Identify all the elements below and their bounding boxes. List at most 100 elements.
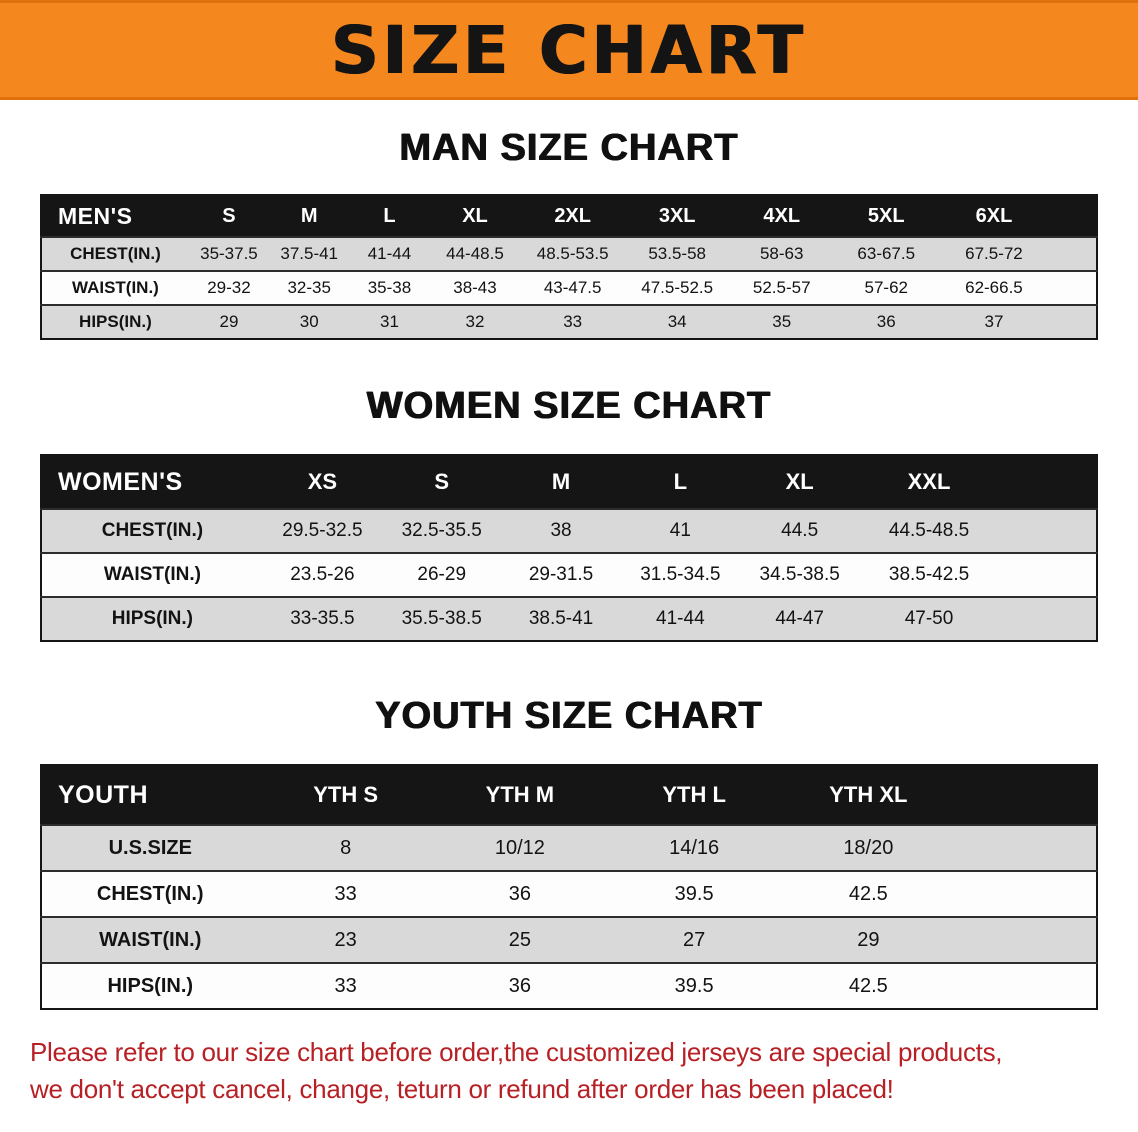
- measurement-value-cell: 44.5: [740, 508, 860, 553]
- spacer-cell: [955, 824, 1097, 871]
- size-header-cell: S: [188, 195, 270, 237]
- measurement-value-cell: 25: [432, 916, 607, 963]
- table-header-row: YOUTH YTH S YTH M YTH L YTH XL: [41, 765, 1097, 825]
- measurement-value-cell: 52.5-57: [729, 270, 834, 305]
- measurement-value-cell: 31: [349, 304, 430, 339]
- spacer-cell: [1049, 195, 1097, 237]
- spacer-cell: [1049, 304, 1097, 339]
- size-header-cell: L: [349, 195, 430, 237]
- measurement-value-cell: 33-35.5: [262, 596, 383, 641]
- measurement-row: HIPS(IN.) 33-35.5 35.5-38.5 38.5-41 41-44 44-…: [41, 596, 1097, 641]
- measurement-value-cell: 35-37.5: [188, 236, 270, 271]
- measurement-value-cell: 31.5-34.5: [620, 552, 741, 597]
- measurement-value-cell: 38.5-42.5: [859, 552, 999, 597]
- measurement-value-cell: 62-66.5: [938, 270, 1050, 305]
- measurement-value-cell: 35-38: [349, 270, 430, 305]
- measurement-value-cell: 32: [429, 304, 521, 339]
- size-header-cell: XL: [429, 195, 521, 237]
- size-header-cell: M: [269, 195, 350, 237]
- size-chart-banner: SIZE CHART: [0, 0, 1138, 100]
- size-header-cell: YTH XL: [781, 765, 956, 825]
- size-header-cell: S: [382, 455, 502, 509]
- women-size-chart-section: WOMEN SIZE CHART WOMEN'S XS S M L XL XXL CHEST(I…: [0, 384, 1138, 642]
- notice-line-2: we don't accept cancel, change, teturn o…: [30, 1074, 894, 1104]
- measurement-value-cell: 34: [624, 304, 730, 339]
- measurement-value-cell: 10/12: [432, 824, 607, 871]
- measurement-value-cell: 35: [729, 304, 834, 339]
- spacer-cell: [998, 508, 1097, 553]
- measurement-value-cell: 39.5: [607, 962, 782, 1009]
- size-header-cell: YTH M: [432, 765, 607, 825]
- size-header-cell: L: [620, 455, 741, 509]
- measurement-value-cell: 41-44: [620, 596, 741, 641]
- spacer-cell: [955, 916, 1097, 963]
- men-size-table: MEN'S S M L XL 2XL 3XL 4XL 5XL 6XL CHEST(IN.) 35-37…: [40, 194, 1098, 340]
- measurement-value-cell: 29-32: [188, 270, 270, 305]
- youth-size-table: YOUTH YTH S YTH M YTH L YTH XL U.S.SIZE 8 10/12…: [40, 764, 1098, 1010]
- size-header-cell: M: [501, 455, 621, 509]
- table-header-row: WOMEN'S XS S M L XL XXL: [41, 455, 1097, 509]
- row-label-cell: CHEST(IN.): [41, 870, 259, 917]
- measurement-value-cell: 14/16: [607, 824, 782, 871]
- measurement-value-cell: 38-43: [429, 270, 521, 305]
- measurement-value-cell: 42.5: [781, 870, 956, 917]
- measurement-row: WAIST(IN.) 29-32 32-35 35-38 38-43 43-47.5 47.…: [41, 270, 1097, 305]
- measurement-row: CHEST(IN.) 35-37.5 37.5-41 41-44 44-48.5 48.5…: [41, 236, 1097, 271]
- measurement-row: U.S.SIZE 8 10/12 14/16 18/20: [41, 824, 1097, 871]
- women-size-table: WOMEN'S XS S M L XL XXL CHEST(IN.) 29.5-32.5 32.5…: [40, 454, 1098, 642]
- row-label-cell: WAIST(IN.): [41, 916, 259, 963]
- measurement-value-cell: 63-67.5: [833, 236, 939, 271]
- size-header-cell: XL: [740, 455, 860, 509]
- measurement-row: WAIST(IN.) 23.5-26 26-29 29-31.5 31.5-34.5 34…: [41, 552, 1097, 597]
- row-label-cell: U.S.SIZE: [41, 824, 259, 871]
- row-label-cell: WAIST(IN.): [41, 552, 263, 597]
- measurement-value-cell: 36: [432, 962, 607, 1009]
- size-header-cell: 4XL: [729, 195, 834, 237]
- measurement-value-cell: 33: [258, 962, 433, 1009]
- row-label-cell: WAIST(IN.): [41, 270, 189, 305]
- measurement-row: HIPS(IN.) 29 30 31 32 33 34 35 36 37: [41, 304, 1097, 339]
- measurement-value-cell: 41-44: [349, 236, 430, 271]
- measurement-value-cell: 23.5-26: [262, 552, 383, 597]
- measurement-value-cell: 29-31.5: [501, 552, 621, 597]
- measurement-value-cell: 26-29: [382, 552, 502, 597]
- measurement-value-cell: 42.5: [781, 962, 956, 1009]
- spacer-cell: [1049, 236, 1097, 271]
- size-header-cell: YTH S: [258, 765, 433, 825]
- spacer-cell: [998, 552, 1097, 597]
- measurement-value-cell: 48.5-53.5: [520, 236, 625, 271]
- measurement-value-cell: 41: [620, 508, 741, 553]
- size-header-cell: 5XL: [833, 195, 939, 237]
- measurement-value-cell: 29: [188, 304, 270, 339]
- size-chart-sections: MAN SIZE CHART MEN'S S M L XL 2XL 3XL 4XL 5XL 6XL C…: [0, 126, 1138, 1010]
- measurement-value-cell: 43-47.5: [520, 270, 625, 305]
- measurement-value-cell: 29: [781, 916, 956, 963]
- measurement-value-cell: 33: [258, 870, 433, 917]
- spacer-cell: [998, 596, 1097, 641]
- measurement-value-cell: 44.5-48.5: [859, 508, 999, 553]
- measurement-value-cell: 32.5-35.5: [382, 508, 502, 553]
- measurement-row: HIPS(IN.) 33 36 39.5 42.5: [41, 962, 1097, 1009]
- measurement-value-cell: 32-35: [269, 270, 350, 305]
- measurement-value-cell: 67.5-72: [938, 236, 1050, 271]
- row-label-cell: CHEST(IN.): [41, 236, 189, 271]
- measurement-value-cell: 36: [432, 870, 607, 917]
- measurement-value-cell: 47.5-52.5: [624, 270, 730, 305]
- row-label-cell: CHEST(IN.): [41, 508, 263, 553]
- spacer-cell: [1049, 270, 1097, 305]
- size-header-cell: 3XL: [624, 195, 730, 237]
- spacer-cell: [955, 870, 1097, 917]
- measurement-value-cell: 38: [501, 508, 621, 553]
- page-title: SIZE CHART: [331, 11, 807, 89]
- spacer-cell: [998, 455, 1097, 509]
- measurement-value-cell: 29.5-32.5: [262, 508, 383, 553]
- measurement-value-cell: 38.5-41: [501, 596, 621, 641]
- size-header-cell: XXL: [859, 455, 999, 509]
- size-header-cell: XS: [262, 455, 383, 509]
- measurement-value-cell: 44-48.5: [429, 236, 521, 271]
- table-header-row: MEN'S S M L XL 2XL 3XL 4XL 5XL 6XL: [41, 195, 1097, 237]
- measurement-value-cell: 39.5: [607, 870, 782, 917]
- footer-notice: Please refer to our size chart before or…: [30, 1034, 1120, 1108]
- spacer-cell: [955, 962, 1097, 1009]
- measurement-value-cell: 57-62: [833, 270, 939, 305]
